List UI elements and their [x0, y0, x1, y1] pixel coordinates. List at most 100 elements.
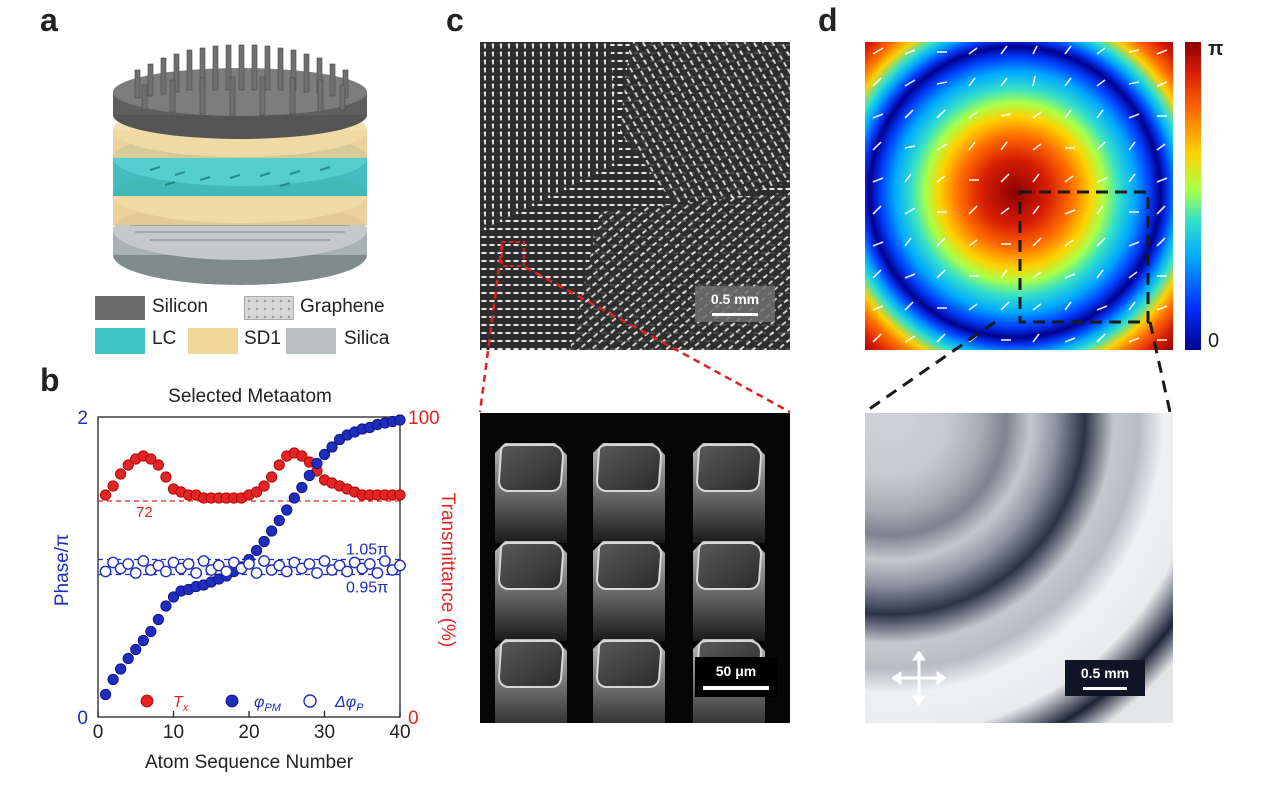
scale-bar-label-bottom: 50 μm	[715, 663, 757, 679]
data-point-filled-blue	[130, 643, 142, 656]
data-point-open-blue	[137, 555, 150, 567]
data-point-open-blue	[280, 565, 293, 578]
data-point-open-blue	[243, 558, 255, 570]
x-tick-label: 40	[389, 722, 410, 743]
data-point-filled-red	[122, 459, 134, 471]
x-axis-label: Atom Sequence Number	[145, 752, 354, 773]
data-point-filled-blue	[266, 525, 278, 537]
data-point-open-blue	[311, 567, 323, 579]
crossed-polarizer-icon	[892, 651, 946, 705]
data-point-open-blue	[212, 559, 225, 572]
data-point-open-blue	[258, 555, 271, 567]
data-point-filled-red	[273, 459, 285, 471]
scale-bar-label-d: 0.5 mm	[1080, 665, 1130, 681]
data-point-open-blue	[250, 567, 263, 579]
silicon-swatch	[95, 296, 145, 320]
data-point-filled-blue	[160, 600, 172, 612]
phase-map	[865, 42, 1173, 350]
data-point-filled-blue	[288, 492, 300, 504]
data-point-filled-blue	[318, 448, 331, 461]
data-point-filled-red	[394, 489, 406, 501]
data-point-filled-blue	[122, 652, 134, 665]
data-point-filled-blue	[167, 591, 180, 603]
data-point-open-blue	[341, 565, 354, 578]
colorbar-max-label: π	[1208, 38, 1224, 60]
data-point-filled-red	[145, 453, 157, 465]
x-tick-label: 10	[163, 722, 184, 743]
data-point-filled-red	[115, 468, 127, 480]
y-left-tick-labels: 02	[77, 408, 88, 729]
data-point-filled-blue	[281, 504, 293, 516]
y-right-axis-label: Transmittance (%)	[437, 493, 458, 648]
data-point-filled-red	[160, 471, 172, 483]
chart-title: Selected Metaatom	[168, 386, 332, 407]
data-point-open-blue	[220, 565, 233, 578]
data-point-open-blue	[152, 559, 165, 572]
legend-silica-label: Silica	[344, 328, 390, 349]
transmittance-ref-label: 72	[136, 504, 153, 521]
silica-swatch	[286, 328, 336, 354]
legend-dphi-marker	[303, 694, 317, 708]
data-point-filled-blue	[394, 414, 406, 426]
scale-bar-line-d	[1083, 687, 1127, 690]
data-point-open-blue	[348, 556, 361, 569]
data-point-filled-blue	[115, 663, 127, 675]
x-tick-label: 0	[93, 722, 104, 743]
data-point-filled-blue	[326, 441, 338, 453]
scale-bar-line-bottom	[703, 686, 769, 690]
scale-bar-line-top	[712, 313, 758, 316]
data-point-filled-red	[258, 480, 270, 492]
data-point-filled-red	[296, 450, 308, 462]
zoom-connector-black	[864, 320, 1172, 414]
colorbar-min-label: 0	[1208, 330, 1220, 352]
legend-silicon-label: Silicon	[152, 296, 208, 317]
zoom-region-marker-d	[1018, 190, 1150, 324]
zoom-connector-red	[478, 243, 791, 414]
phase-upper-ref-label: 1.05π	[346, 542, 388, 559]
data-point-open-blue	[197, 555, 210, 567]
x-tick-labels: 0 10 20 30 40	[93, 711, 411, 743]
data-point-open-blue	[122, 558, 135, 570]
data-point-filled-red	[99, 489, 112, 501]
scale-bar-box-top	[695, 286, 775, 322]
panel-label-d: d	[818, 2, 838, 38]
polarization-dashes	[872, 45, 1168, 343]
legend-phi-marker	[225, 694, 239, 708]
data-point-filled-blue	[137, 634, 149, 647]
data-point-filled-blue	[99, 688, 112, 701]
lc-swatch	[95, 328, 145, 354]
device-stack-illustration	[113, 44, 367, 285]
y-left-tick-label: 0	[77, 708, 88, 729]
data-point-filled-red	[266, 471, 278, 483]
data-point-filled-blue	[145, 625, 157, 638]
y-right-tick-label: 100	[408, 408, 440, 429]
data-point-open-blue	[394, 559, 406, 572]
data-point-open-blue	[288, 556, 301, 569]
colorbar	[1185, 42, 1201, 350]
data-point-filled-red	[152, 459, 165, 471]
data-point-open-blue	[167, 556, 180, 569]
metaatom-chart: Selected Metaatom 72 1.05π 0.95π 0 10 20 30…	[52, 386, 458, 773]
scale-bar-box-d	[1065, 660, 1145, 696]
x-tick-label: 30	[314, 722, 335, 743]
data-point-open-blue	[227, 556, 240, 569]
panel-label-b: b	[40, 362, 60, 398]
scale-bar-label-top: 0.5 mm	[710, 291, 760, 307]
y-left-tick-label: 2	[77, 408, 88, 429]
sd1-swatch	[188, 328, 238, 354]
panel-label-c: c	[446, 2, 464, 38]
graphene-swatch	[244, 296, 294, 320]
data-point-filled-blue	[311, 457, 323, 470]
phase-lower-ref-label: 0.95π	[346, 580, 388, 597]
data-point-open-blue	[182, 558, 195, 570]
data-point-open-blue	[378, 555, 391, 567]
legend-graphene-label: Graphene	[300, 296, 385, 317]
data-point-open-blue	[107, 556, 120, 569]
data-point-filled-blue	[250, 544, 263, 557]
legend-dphi-label: ΔφP	[334, 694, 364, 714]
y-right-tick-label: 0	[408, 708, 419, 729]
data-point-filled-blue	[258, 535, 270, 548]
data-point-open-blue	[190, 567, 203, 579]
chart-marks	[99, 414, 406, 701]
data-point-filled-blue	[296, 481, 308, 494]
